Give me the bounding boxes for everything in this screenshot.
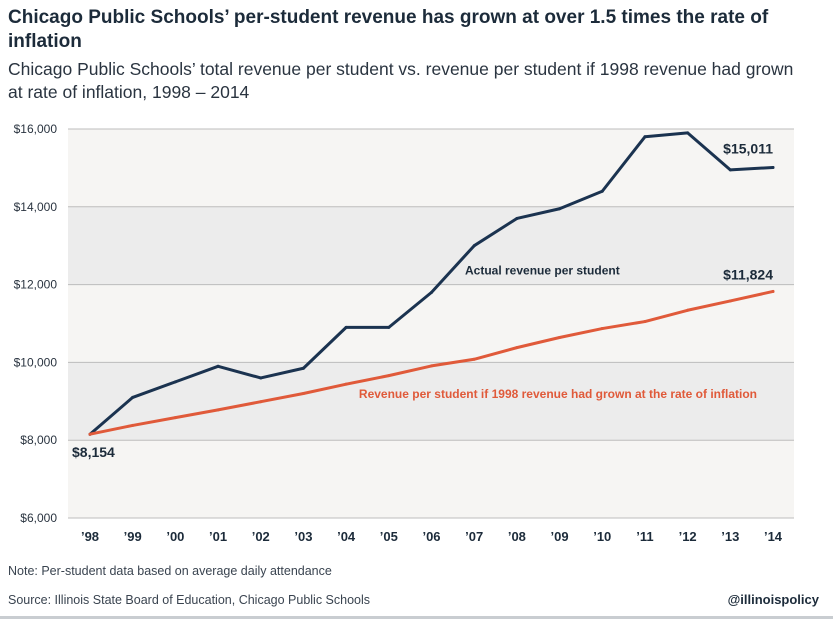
x-tick-label: ’98 bbox=[81, 529, 99, 544]
point-inflation bbox=[344, 382, 348, 386]
point-inflation bbox=[259, 400, 263, 404]
x-tick-label: ’10 bbox=[593, 529, 611, 544]
point-inflation bbox=[558, 336, 562, 340]
point-inflation bbox=[515, 346, 519, 350]
gridlines bbox=[68, 128, 794, 519]
point-actual bbox=[173, 380, 177, 384]
point-actual bbox=[216, 364, 220, 368]
y-tick-label: $12,000 bbox=[14, 278, 58, 292]
y-tick-label: $16,000 bbox=[14, 122, 58, 136]
point-actual bbox=[600, 189, 604, 193]
point-inflation bbox=[173, 416, 177, 420]
x-tick-label: ’04 bbox=[337, 529, 356, 544]
point-inflation bbox=[600, 327, 604, 331]
x-axis-ticks: ’98 ’99 ’00 ’01 ’02 ’03 ’04 ’05 ’06 ’07 ’08 ’09 ’10 ’… bbox=[81, 529, 783, 544]
y-tick-label: $6,000 bbox=[20, 511, 57, 525]
point-inflation bbox=[88, 432, 92, 436]
x-tick-label: ’03 bbox=[294, 529, 312, 544]
y-tick-label: $14,000 bbox=[14, 200, 58, 214]
chart-subtitle: Chicago Public Schools’ total revenue pe… bbox=[8, 59, 794, 102]
x-tick-label: ’12 bbox=[679, 529, 697, 544]
annotations: Actual revenue per student Revenue per s… bbox=[72, 140, 773, 460]
start-value-label: $8,154 bbox=[72, 444, 115, 460]
point-actual bbox=[686, 131, 690, 135]
point-inflation bbox=[131, 423, 135, 427]
point-actual bbox=[515, 216, 519, 220]
end-value-label-inflation: $11,824 bbox=[723, 266, 773, 282]
x-tick-label: ’13 bbox=[721, 529, 739, 544]
x-tick-label: ’08 bbox=[508, 529, 526, 544]
line-chart: $6,000 $8,000 $10,000 $12,000 $14,000 $16,000… bbox=[14, 122, 794, 544]
y-tick-label: $8,000 bbox=[20, 433, 57, 447]
point-inflation bbox=[728, 299, 732, 303]
point-inflation bbox=[301, 392, 305, 396]
x-tick-label: ’09 bbox=[551, 529, 569, 544]
source-text: Source: Illinois State Board of Educatio… bbox=[8, 593, 371, 607]
point-inflation bbox=[472, 357, 476, 361]
x-tick-label: ’01 bbox=[209, 529, 227, 544]
point-inflation bbox=[387, 374, 391, 378]
point-inflation bbox=[430, 364, 433, 368]
band-4 bbox=[68, 129, 794, 207]
y-axis-ticks: $6,000 $8,000 $10,000 $12,000 $14,000 $16,000 bbox=[14, 122, 58, 525]
point-inflation bbox=[216, 408, 220, 412]
band-3 bbox=[68, 206, 794, 285]
point-actual bbox=[131, 395, 135, 399]
x-tick-label: ’02 bbox=[252, 529, 270, 544]
x-tick-label: ’05 bbox=[380, 529, 398, 544]
point-actual bbox=[643, 135, 647, 139]
x-tick-label: ’06 bbox=[422, 529, 440, 544]
point-actual bbox=[344, 325, 348, 329]
point-actual bbox=[259, 376, 263, 380]
band-0 bbox=[68, 440, 794, 518]
point-actual bbox=[771, 165, 775, 169]
chart-title: Chicago Public Schools’ per-student reve… bbox=[8, 7, 769, 52]
point-inflation bbox=[771, 289, 775, 293]
x-tick-label: ’07 bbox=[465, 529, 483, 544]
footnote: Note: Per-student data based on average … bbox=[8, 564, 332, 578]
point-inflation bbox=[686, 308, 690, 312]
point-actual bbox=[430, 290, 433, 294]
series-label-inflation: Revenue per student if 1998 revenue had … bbox=[359, 387, 757, 401]
social-handle: @illinoispolicy bbox=[727, 592, 819, 607]
background-bands bbox=[68, 129, 794, 518]
footer-divider bbox=[0, 616, 833, 619]
point-actual bbox=[301, 366, 305, 370]
point-actual bbox=[558, 207, 562, 211]
point-actual bbox=[387, 325, 391, 329]
end-value-label-actual: $15,011 bbox=[723, 140, 773, 156]
x-tick-label: ’99 bbox=[124, 529, 142, 544]
y-tick-label: $10,000 bbox=[14, 355, 58, 369]
x-tick-label: ’00 bbox=[166, 529, 184, 544]
x-tick-label: ’14 bbox=[764, 529, 783, 544]
series-label-actual: Actual revenue per student bbox=[465, 263, 620, 277]
point-actual bbox=[472, 244, 476, 248]
x-tick-label: ’11 bbox=[636, 529, 653, 544]
point-inflation bbox=[643, 320, 647, 324]
series-lines bbox=[88, 131, 775, 436]
point-actual bbox=[728, 168, 732, 172]
band-1 bbox=[68, 362, 794, 441]
band-2 bbox=[68, 284, 794, 363]
